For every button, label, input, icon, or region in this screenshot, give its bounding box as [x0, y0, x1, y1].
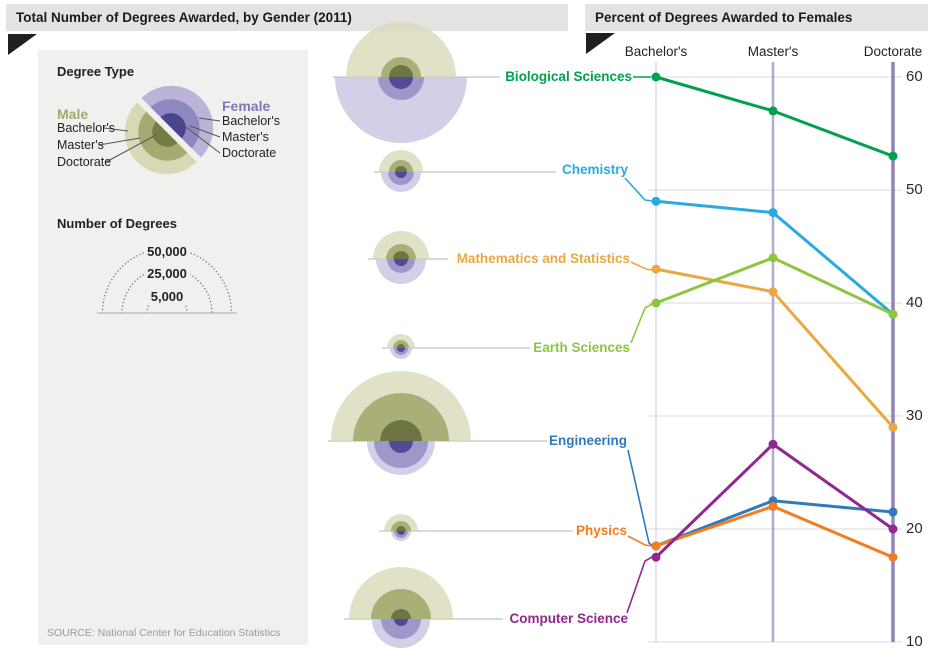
male-label: Male — [57, 106, 89, 122]
series-point — [768, 287, 778, 297]
field-label-physics: Physics — [575, 523, 627, 538]
female-pie-half — [141, 85, 214, 158]
bubble-semicircle — [397, 531, 405, 535]
series-point — [888, 309, 898, 319]
series-line — [655, 75, 894, 158]
female-masters-label: Master's — [222, 130, 269, 144]
male-bachelors-label: Bachelor's — [57, 121, 115, 135]
label-connector — [627, 535, 653, 547]
bubble-semicircle — [381, 619, 421, 639]
series-point — [651, 72, 661, 82]
scale-label-25000: 25,000 — [144, 266, 190, 281]
series-point — [651, 552, 661, 562]
bubble-semicircle — [389, 441, 413, 453]
ytick-10: 10 — [906, 633, 923, 650]
field-label-computer-science: Computer Science — [509, 611, 628, 626]
scale-label-50000: 50,000 — [144, 244, 190, 259]
ytick-40: 40 — [906, 294, 923, 311]
series-point — [888, 524, 898, 534]
series-point — [768, 106, 778, 116]
female-label: Female — [222, 98, 271, 114]
male-pie-half — [124, 102, 197, 175]
series-point — [651, 264, 661, 274]
series-point — [651, 541, 661, 551]
field-label-engineering: Engineering — [548, 433, 627, 448]
series-point — [768, 439, 778, 449]
bubble-semicircle — [388, 172, 414, 185]
bubble-semicircle — [353, 393, 449, 441]
series-point — [888, 552, 898, 562]
series-point — [888, 151, 898, 161]
series-point — [768, 253, 778, 263]
field-label-earth-sciences: Earth Sciences — [533, 340, 630, 355]
bubble-semicircle — [397, 344, 405, 348]
number-of-degrees-title: Number of Degrees — [57, 216, 177, 231]
label-connector — [630, 303, 653, 344]
left-panel-header: Total Number of Degrees Awarded, by Gend… — [6, 4, 568, 31]
column-label-bachelors: Bachelor's — [624, 44, 688, 59]
ytick-60: 60 — [906, 68, 923, 85]
bubble-semicircle — [374, 441, 428, 468]
male-doctorate-label: Doctorate — [57, 155, 112, 169]
degree-type-pie — [98, 85, 221, 175]
series-point — [888, 422, 898, 432]
label-connector — [627, 449, 654, 547]
degree-type-title: Degree Type — [57, 64, 135, 79]
female-bachelors-label: Bachelor's — [222, 114, 280, 128]
bubble-semicircle — [391, 609, 411, 619]
label-connector — [630, 261, 653, 271]
bubble-semicircle — [389, 65, 413, 77]
bubble-semicircle — [394, 259, 408, 266]
field-label-biological-sciences: Biological Sciences — [505, 69, 632, 84]
male-masters-label: Master's — [57, 138, 104, 152]
bubble-semicircle — [389, 77, 413, 89]
label-connector — [626, 556, 653, 614]
bubble-semicircle — [394, 619, 408, 626]
female-doctorate-ring — [160, 113, 186, 139]
bubble-semicircle — [371, 589, 431, 619]
field-label-chemistry: Chemistry — [561, 162, 628, 177]
ytick-30: 30 — [906, 407, 923, 424]
series-point — [768, 501, 778, 511]
bubble-semicircle — [380, 420, 422, 441]
ytick-50: 50 — [906, 181, 923, 198]
source-credit: SOURCE: National Center for Education St… — [47, 627, 281, 639]
label-connector — [624, 177, 653, 202]
field-label-mathematics-and-statistics: Mathematics and Statistics — [456, 251, 630, 266]
scale-label-5000: 5,000 — [147, 289, 187, 304]
ytick-20: 20 — [906, 520, 923, 537]
series-point — [651, 298, 661, 308]
male-doctorate-ring — [152, 121, 178, 147]
bubble-semicircle — [395, 172, 407, 178]
bubble-semicircle — [393, 251, 409, 259]
series-point — [768, 208, 778, 218]
series-point — [888, 507, 898, 517]
bubble-semicircle — [396, 526, 406, 531]
bubble-semicircle — [346, 22, 456, 77]
bubble-semicircle — [397, 348, 405, 352]
series-point — [651, 196, 661, 206]
bubble-semicircle — [335, 77, 467, 143]
bubble-semicircle — [395, 166, 407, 172]
female-doctorate-label: Doctorate — [222, 146, 277, 160]
right-panel-header: Percent of Degrees Awarded to Females — [585, 4, 928, 31]
legend-leader-lines — [98, 117, 221, 163]
column-label-doctorate: Doctorate — [863, 44, 923, 59]
column-label-masters: Master's — [747, 44, 799, 59]
